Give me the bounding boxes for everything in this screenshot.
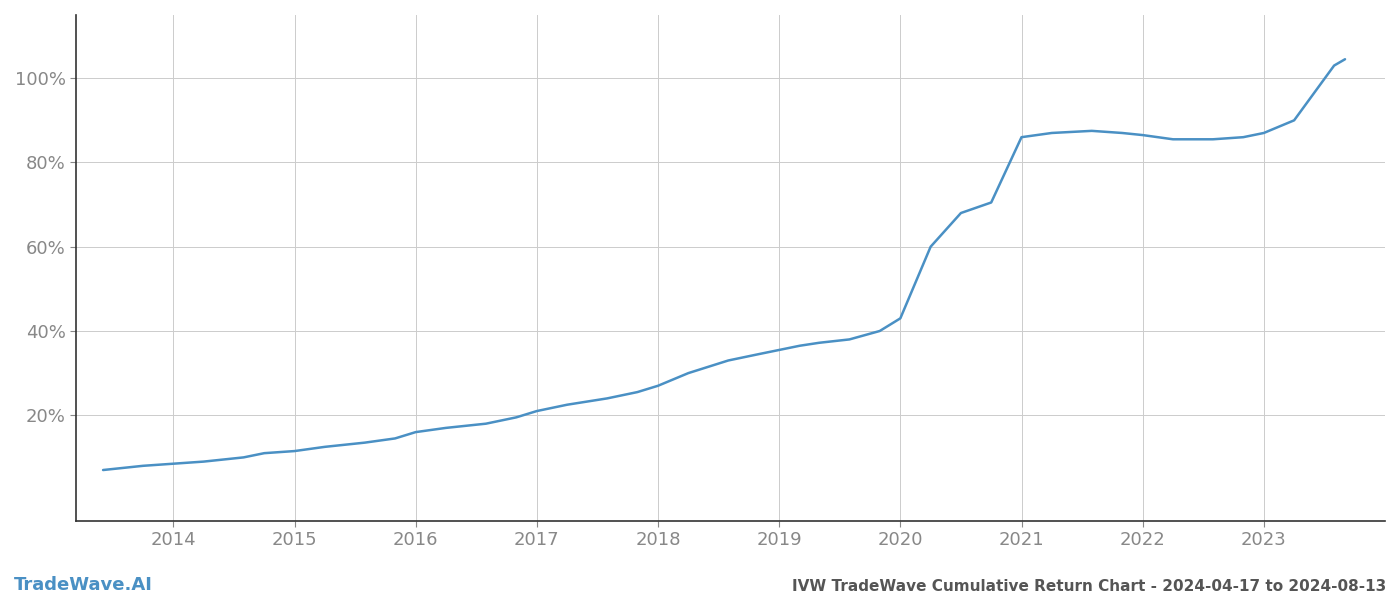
Text: IVW TradeWave Cumulative Return Chart - 2024-04-17 to 2024-08-13: IVW TradeWave Cumulative Return Chart - …: [792, 579, 1386, 594]
Text: TradeWave.AI: TradeWave.AI: [14, 576, 153, 594]
